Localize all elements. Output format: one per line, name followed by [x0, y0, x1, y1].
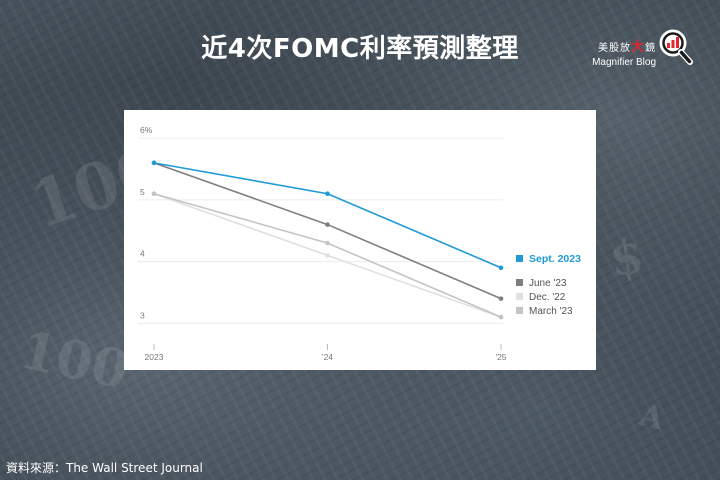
y-tick-label: 4: [140, 249, 145, 259]
fomc-rate-chart: 6% 5 4 3 2023 '24 '25 Sept. 2023 June '23 Dec. '2…: [138, 125, 581, 362]
data-point: [325, 222, 330, 227]
magnifier-chart-icon: [659, 29, 693, 65]
source-caption: 資料來源：The Wall Street Journal: [6, 461, 203, 475]
x-tick-label: '24: [322, 352, 333, 362]
legend-swatch: [516, 255, 523, 262]
brand-name: 美股放大鏡: [598, 36, 656, 55]
data-point: [498, 296, 504, 301]
series-line: [153, 162, 502, 300]
y-tick-label: 6%: [140, 125, 153, 135]
legend-label: June '23: [529, 278, 567, 289]
data-point: [151, 160, 157, 166]
data-point: [325, 191, 330, 197]
chart-card: 6% 5 4 3 2023 '24 '25 Sept. 2023 June '23 Dec. '2…: [124, 110, 596, 370]
data-point: [498, 265, 504, 271]
data-point: [498, 314, 504, 320]
x-tick-label: 2023: [145, 352, 164, 362]
page-title: 近4次FOMC利率預測整理: [201, 34, 519, 64]
y-tick-label: 5: [140, 187, 145, 197]
data-point: [325, 240, 330, 246]
brand-subtitle: Magnifier Blog: [592, 57, 656, 68]
legend-swatch: [516, 293, 523, 300]
brand-name-part2: 鏡: [645, 43, 656, 54]
series-line: [153, 162, 502, 269]
brand-name-part1: 美股放: [597, 43, 631, 54]
legend-label: Sept. 2023: [529, 253, 581, 265]
legend-swatch: [516, 307, 523, 314]
brand-name-big: 大: [630, 40, 645, 55]
brand-logo: 美股放大鏡 Magnifier Blog: [592, 14, 710, 68]
y-tick-label: 3: [140, 310, 145, 320]
legend-swatch: [516, 279, 523, 286]
data-point: [151, 191, 157, 197]
legend-label: Dec. '22: [529, 292, 566, 303]
legend-label: March '23: [529, 306, 573, 317]
data-point: [325, 253, 330, 258]
x-tick-label: '25: [495, 352, 506, 362]
